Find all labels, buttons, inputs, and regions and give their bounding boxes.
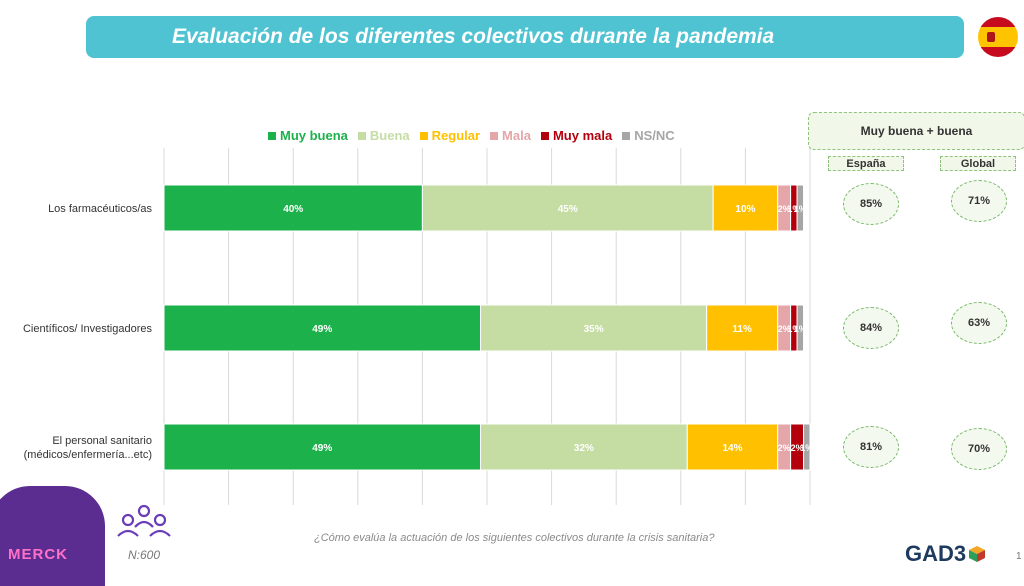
category-label: Los farmacéuticos/as — [48, 203, 152, 215]
data-label: 1% — [787, 324, 800, 334]
legend-swatch — [268, 131, 276, 140]
summary-header: Muy buena + buena — [808, 112, 1024, 150]
summary-espana-3: 81% — [843, 426, 899, 468]
legend-item-0: Muy buena — [268, 128, 348, 143]
data-label: 35% — [584, 324, 604, 335]
data-label: 14% — [722, 443, 742, 454]
merck-logo: MERCK — [8, 546, 68, 563]
data-label: 10% — [735, 204, 755, 215]
data-label: 49% — [312, 324, 332, 335]
data-label: 1% — [794, 324, 807, 334]
legend-label: Buena — [369, 128, 410, 143]
summary-global-3: 70% — [951, 428, 1007, 470]
legend-label: Muy buena — [280, 128, 348, 143]
legend-item-2: Regular — [419, 128, 481, 143]
data-label: 32% — [574, 443, 594, 454]
page-number: 1 — [1016, 551, 1022, 562]
bar-segment — [796, 184, 805, 232]
summary-espana-2: 84% — [843, 307, 899, 349]
legend-item-3: Mala — [490, 128, 531, 143]
bar-segment — [163, 184, 423, 232]
legend-label: Muy mala — [552, 128, 613, 143]
legend-swatch — [419, 131, 428, 140]
bar-segment — [706, 304, 779, 352]
summary-col-espana: España — [828, 156, 904, 171]
data-label: 40% — [283, 204, 303, 215]
bar-segment — [163, 304, 482, 352]
summary-espana-1: 85% — [843, 183, 899, 225]
legend-item-1: Buena — [357, 128, 410, 143]
legend-label: Mala — [502, 128, 531, 143]
sample-size: N:600 — [128, 548, 161, 562]
gad3-logo: GAD3 — [905, 541, 986, 567]
legend-swatch — [357, 131, 366, 140]
gad3-logo-text: GAD3 — [905, 541, 967, 566]
title-bar: Evaluación de los diferentes colectivos … — [86, 16, 964, 58]
data-label: 2% — [791, 443, 804, 453]
category-label: El personal sanitario — [52, 435, 152, 447]
data-label: 2% — [778, 204, 791, 214]
data-label: 1% — [787, 204, 800, 214]
category-label: (médicos/enfermería...etc) — [24, 449, 152, 461]
summary-global-2: 63% — [951, 302, 1007, 344]
data-label: 11% — [732, 324, 752, 335]
bar-segment — [712, 184, 779, 232]
bar-segment — [686, 423, 779, 471]
data-label: 2% — [778, 443, 791, 453]
summary-col-global: Global — [940, 156, 1016, 171]
legend-label: Regular — [431, 128, 481, 143]
legend-label: NS/NC — [634, 128, 675, 143]
data-label: 49% — [312, 443, 332, 454]
cube-icon — [969, 546, 986, 562]
legend-item-5: NS/NC — [622, 128, 675, 143]
bar-segment — [796, 304, 805, 352]
bar-segment — [803, 423, 811, 471]
legend-swatch — [540, 131, 549, 140]
category-label: Científicos/ Investigadores — [23, 323, 153, 335]
page-title: Evaluación de los diferentes colectivos … — [172, 25, 775, 48]
bar-segment — [480, 304, 708, 352]
summary-global-1: 71% — [951, 180, 1007, 222]
merck-logo-shape — [0, 486, 105, 586]
spain-flag-icon — [978, 17, 1018, 57]
data-label: 2% — [778, 324, 791, 334]
legend-swatch — [490, 131, 499, 140]
survey-question: ¿Cómo evalúa la actuación de los siguien… — [314, 532, 715, 544]
legend-item-4: Muy mala — [540, 128, 613, 143]
people-icon — [117, 504, 171, 537]
data-label: 45% — [558, 204, 578, 215]
bar-segment — [480, 423, 688, 471]
data-label: 1% — [800, 443, 813, 453]
chart-legend: Muy buena Buena Regular Mala Muy mala NS/NC — [268, 128, 675, 143]
legend-swatch — [622, 131, 631, 140]
data-label: 1% — [794, 204, 807, 214]
